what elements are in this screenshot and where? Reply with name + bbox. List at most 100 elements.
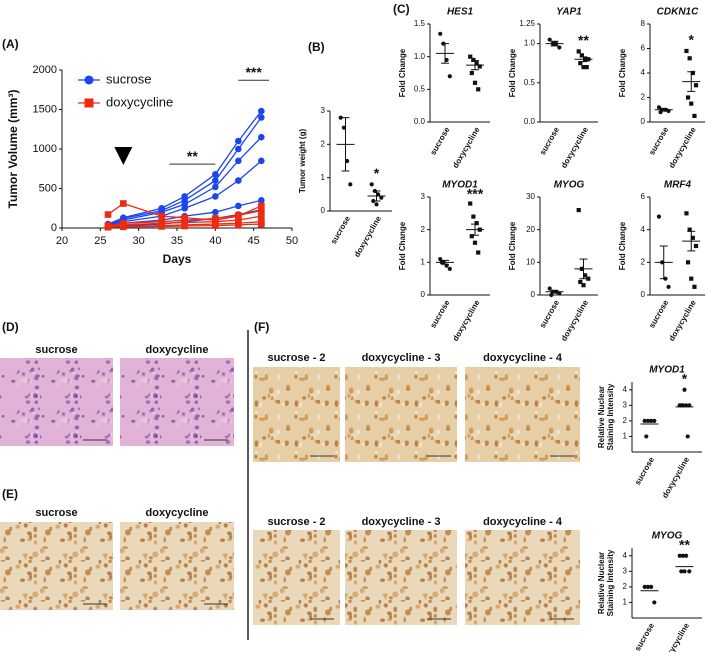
marker xyxy=(258,207,265,214)
y-tick-label: 3 xyxy=(623,400,628,409)
marker xyxy=(338,115,343,120)
image-label: sucrose xyxy=(35,507,77,519)
y-axis-label: Fold Change xyxy=(398,221,407,270)
x-tick-label: 25 xyxy=(94,235,106,247)
x-tick-label: sucrose xyxy=(428,298,451,330)
legend-marker xyxy=(84,98,94,108)
y-tick-label: 4 xyxy=(641,225,646,234)
marker xyxy=(444,57,449,63)
image-label: doxycycline - 4 xyxy=(483,516,563,528)
marker xyxy=(474,61,479,66)
panel-label: (A) xyxy=(2,37,19,51)
y-tick-label: 2 xyxy=(641,93,646,102)
x-tick-label: doxycycline xyxy=(660,621,691,652)
marker xyxy=(120,200,127,207)
y-tick-label: 1500 xyxy=(33,103,57,115)
chart-title: CDKN1C xyxy=(657,7,699,18)
marker xyxy=(258,202,265,210)
significance-label: * xyxy=(689,32,695,48)
marker xyxy=(642,584,647,589)
y-tick-label: 0.5 xyxy=(414,84,426,93)
panel-label: (C) xyxy=(393,2,410,16)
marker xyxy=(447,74,452,79)
y-tick-label: 0 xyxy=(421,290,426,299)
panel-label: (B) xyxy=(308,40,325,54)
significance-label: *** xyxy=(467,186,484,202)
significance-label: *** xyxy=(245,64,262,80)
marker xyxy=(469,70,474,76)
significance-label: ** xyxy=(187,148,198,164)
chart-title: MRF4 xyxy=(664,180,692,191)
chart-title: MYOD1 xyxy=(442,180,478,191)
arrow-marker xyxy=(114,147,133,165)
marker xyxy=(120,223,127,231)
significance-label: * xyxy=(682,371,688,387)
x-axis-label: Days xyxy=(163,252,192,266)
marker xyxy=(376,192,381,197)
marker xyxy=(690,235,695,240)
micrograph xyxy=(120,358,234,446)
x-tick-label: 30 xyxy=(133,235,145,247)
micrograph xyxy=(120,522,234,610)
image-label: doxycycline xyxy=(146,344,209,356)
marker xyxy=(235,202,242,210)
marker xyxy=(477,64,482,69)
x-tick-label: doxycycline xyxy=(451,125,482,170)
image-label: doxycycline - 4 xyxy=(483,352,563,364)
x-tick-label: 20 xyxy=(56,235,68,247)
y-axis-label: Fold Change xyxy=(618,221,627,270)
micrograph xyxy=(465,530,580,625)
x-tick-label: doxycycline xyxy=(667,125,698,170)
marker xyxy=(104,211,112,218)
marker xyxy=(687,569,692,574)
y-tick-label: 20 xyxy=(526,225,535,234)
chart-title: HES1 xyxy=(447,7,474,18)
marker xyxy=(374,202,379,207)
marker xyxy=(652,600,657,605)
x-tick-label: sucrose xyxy=(428,125,451,157)
x-tick-label: sucrose xyxy=(633,621,656,652)
y-tick-label: 2 xyxy=(623,416,628,425)
marker xyxy=(684,403,689,408)
marker xyxy=(685,434,690,439)
marker xyxy=(472,240,478,245)
y-tick-label: 1.25 xyxy=(519,19,535,28)
marker xyxy=(576,207,581,213)
micrograph xyxy=(253,367,340,462)
panel-label: (F) xyxy=(254,320,269,334)
legend-label: sucrose xyxy=(106,71,152,86)
panel-label: (D) xyxy=(2,320,19,334)
y-tick-label: 2000 xyxy=(33,64,57,76)
micrograph xyxy=(345,367,457,462)
image-label: sucrose - 2 xyxy=(267,516,325,528)
marker xyxy=(438,31,443,36)
marker xyxy=(581,65,586,70)
y-tick-label: 3 xyxy=(623,566,628,575)
chart-title: MYOD1 xyxy=(649,365,685,376)
marker xyxy=(684,553,689,558)
y-tick-label: 4 xyxy=(623,551,628,560)
x-tick-label: sucrose xyxy=(647,125,670,157)
marker xyxy=(649,584,654,589)
marker xyxy=(578,279,583,285)
y-tick-label: 0 xyxy=(641,117,646,126)
chart-title: MYOG xyxy=(652,531,683,542)
significance-label: ** xyxy=(679,537,690,553)
marker xyxy=(690,70,695,76)
marker xyxy=(692,284,697,289)
marker xyxy=(258,197,265,204)
marker xyxy=(158,212,165,220)
chart-title: MYOG xyxy=(554,180,585,191)
marker xyxy=(547,37,552,42)
marker xyxy=(684,211,689,216)
marker xyxy=(644,434,649,439)
y-tick-label: 2 xyxy=(321,139,326,148)
marker xyxy=(679,569,684,574)
marker xyxy=(258,157,265,165)
marker xyxy=(471,57,476,63)
marker xyxy=(666,284,671,289)
marker xyxy=(104,223,112,231)
marker xyxy=(212,170,219,178)
x-tick-label: 35 xyxy=(171,235,183,247)
